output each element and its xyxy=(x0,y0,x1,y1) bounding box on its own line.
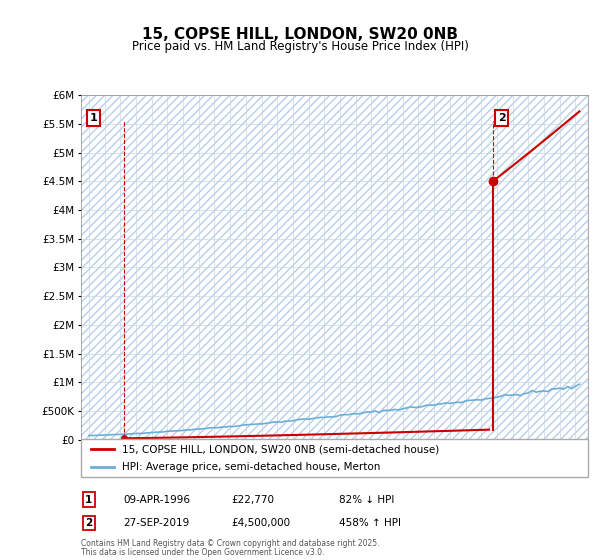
Text: 27-SEP-2019: 27-SEP-2019 xyxy=(123,518,189,528)
Text: £22,770: £22,770 xyxy=(231,494,274,505)
Text: 15, COPSE HILL, LONDON, SW20 0NB: 15, COPSE HILL, LONDON, SW20 0NB xyxy=(142,27,458,42)
Text: 1: 1 xyxy=(89,113,97,123)
Text: 2: 2 xyxy=(498,113,506,123)
Text: £4,500,000: £4,500,000 xyxy=(231,518,290,528)
Text: Price paid vs. HM Land Registry's House Price Index (HPI): Price paid vs. HM Land Registry's House … xyxy=(131,40,469,53)
Text: 458% ↑ HPI: 458% ↑ HPI xyxy=(339,518,401,528)
Text: 09-APR-1996: 09-APR-1996 xyxy=(123,494,190,505)
Text: 15, COPSE HILL, LONDON, SW20 0NB (semi-detached house): 15, COPSE HILL, LONDON, SW20 0NB (semi-d… xyxy=(122,444,439,454)
Text: 2: 2 xyxy=(85,518,92,528)
Text: 82% ↓ HPI: 82% ↓ HPI xyxy=(339,494,394,505)
Text: This data is licensed under the Open Government Licence v3.0.: This data is licensed under the Open Gov… xyxy=(81,548,325,557)
Text: HPI: Average price, semi-detached house, Merton: HPI: Average price, semi-detached house,… xyxy=(122,462,380,472)
Text: 1: 1 xyxy=(85,494,92,505)
Text: Contains HM Land Registry data © Crown copyright and database right 2025.: Contains HM Land Registry data © Crown c… xyxy=(81,539,380,548)
